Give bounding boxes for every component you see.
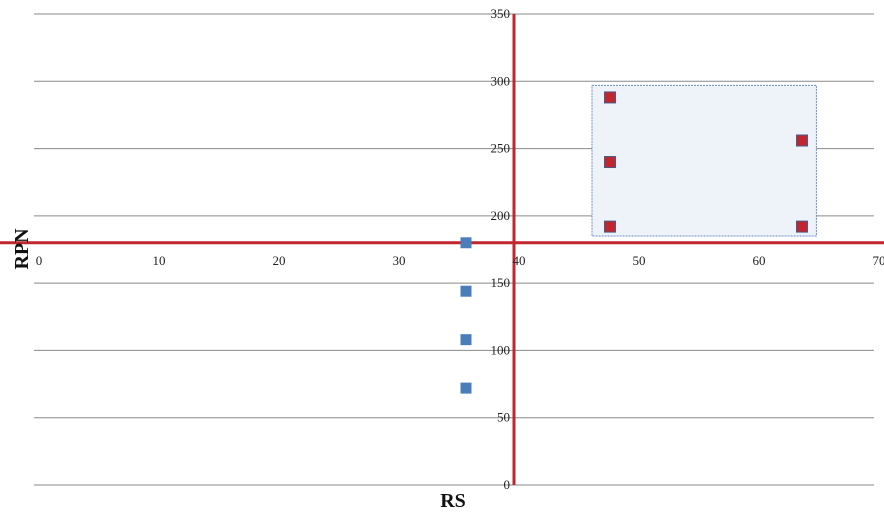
y-tick-label: 200 bbox=[491, 208, 511, 223]
data-point bbox=[796, 134, 808, 147]
y-tick-label: 50 bbox=[497, 410, 510, 425]
y-tick-label: 0 bbox=[504, 477, 511, 492]
highlight-region bbox=[591, 84, 817, 237]
x-tick-label: 20 bbox=[273, 253, 286, 268]
data-point bbox=[604, 156, 616, 169]
data-point bbox=[604, 91, 616, 104]
highlight-region-group bbox=[591, 84, 817, 237]
x-tick-label: 40 bbox=[513, 253, 526, 268]
x-tick-label: 10 bbox=[153, 253, 166, 268]
y-axis-title: RPN bbox=[11, 228, 33, 270]
x-tick-label: 60 bbox=[753, 253, 766, 268]
y-tick-labels: 0 50 100 150 200 250 300 350 bbox=[491, 6, 511, 492]
data-points bbox=[460, 91, 808, 394]
x-axis-title: RS bbox=[440, 490, 466, 512]
data-point bbox=[460, 334, 472, 346]
data-point bbox=[604, 220, 616, 233]
data-point bbox=[460, 382, 472, 394]
reference-lines bbox=[0, 14, 884, 485]
y-tick-label: 300 bbox=[491, 73, 511, 88]
x-tick-labels: 0 10 20 30 40 50 60 70 bbox=[36, 253, 884, 268]
y-tick-label: 100 bbox=[491, 342, 511, 357]
x-tick-label: 70 bbox=[873, 253, 884, 268]
x-tick-label: 30 bbox=[393, 253, 406, 268]
data-point bbox=[796, 220, 808, 233]
data-point bbox=[460, 237, 472, 249]
x-tick-label: 50 bbox=[633, 253, 646, 268]
gridlines bbox=[34, 13, 874, 486]
x-tick-label: 0 bbox=[36, 253, 43, 268]
data-point bbox=[460, 285, 472, 297]
y-tick-label: 350 bbox=[491, 6, 511, 21]
y-tick-label: 150 bbox=[491, 275, 511, 290]
y-tick-label: 250 bbox=[491, 141, 511, 156]
